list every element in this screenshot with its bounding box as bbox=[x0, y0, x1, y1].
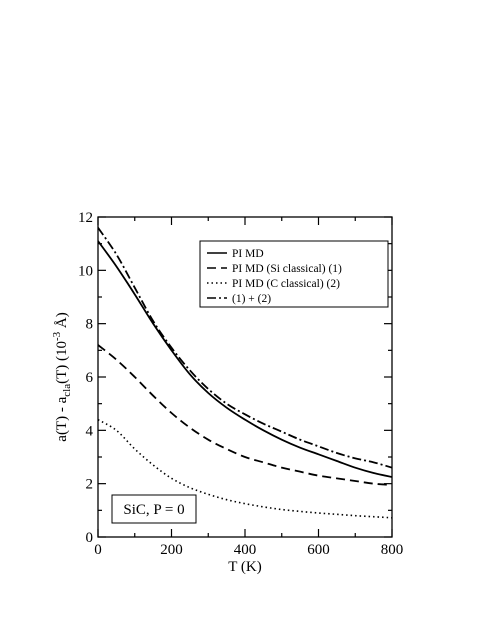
x-tick-label: 800 bbox=[381, 542, 404, 558]
y-axis-label: a(T) - acla(T) (10-3 Å) bbox=[51, 312, 73, 441]
y-label-sup: -3 bbox=[51, 331, 63, 341]
legend-label-4: (1) + (2) bbox=[232, 293, 271, 305]
annotation-box bbox=[111, 494, 197, 524]
y-tick-label: 2 bbox=[86, 477, 94, 493]
x-tick-label: 200 bbox=[160, 542, 183, 558]
x-tick-label: 400 bbox=[234, 542, 257, 558]
y-label-rest: (T) (10 bbox=[54, 341, 70, 384]
series-line-2 bbox=[98, 344, 392, 486]
y-label-sub: cla bbox=[61, 384, 73, 397]
series-line-3 bbox=[98, 418, 392, 519]
axes: 0 200 400 600 800 0 2 4 6 8 10 12 bbox=[78, 210, 403, 558]
series-line-4 bbox=[98, 227, 392, 469]
y-tick-label: 0 bbox=[86, 530, 94, 546]
legend: PI MD PI MD (Si classical) (1) PI MD (C cl… bbox=[199, 240, 389, 308]
y-tick-label: 6 bbox=[86, 370, 94, 386]
legend-label-2: PI MD (Si classical) (1) bbox=[232, 263, 342, 275]
y-tick-label: 4 bbox=[86, 423, 94, 439]
y-label-main: a(T) - a bbox=[54, 396, 70, 441]
annotation: SiC, P = 0 bbox=[111, 494, 197, 524]
y-tick-label: 8 bbox=[86, 317, 94, 333]
axis-labels: T (K) a(T) - acla(T) (10-3 Å) bbox=[51, 312, 262, 575]
y-tick-label: 12 bbox=[78, 210, 93, 226]
x-tick-label: 600 bbox=[307, 542, 330, 558]
x-axis-label: T (K) bbox=[228, 559, 261, 575]
legend-label-1: PI MD bbox=[232, 248, 264, 260]
annotation-label: SiC, P = 0 bbox=[123, 502, 184, 518]
legend-box bbox=[199, 240, 389, 308]
series-line-1 bbox=[98, 240, 392, 478]
plot-area bbox=[98, 227, 392, 519]
y-tick-label: 10 bbox=[78, 263, 93, 279]
y-label-unit: Å) bbox=[54, 312, 70, 332]
legend-label-3: PI MD (C classical) (2) bbox=[232, 278, 340, 290]
x-tick-label: 0 bbox=[94, 542, 102, 558]
